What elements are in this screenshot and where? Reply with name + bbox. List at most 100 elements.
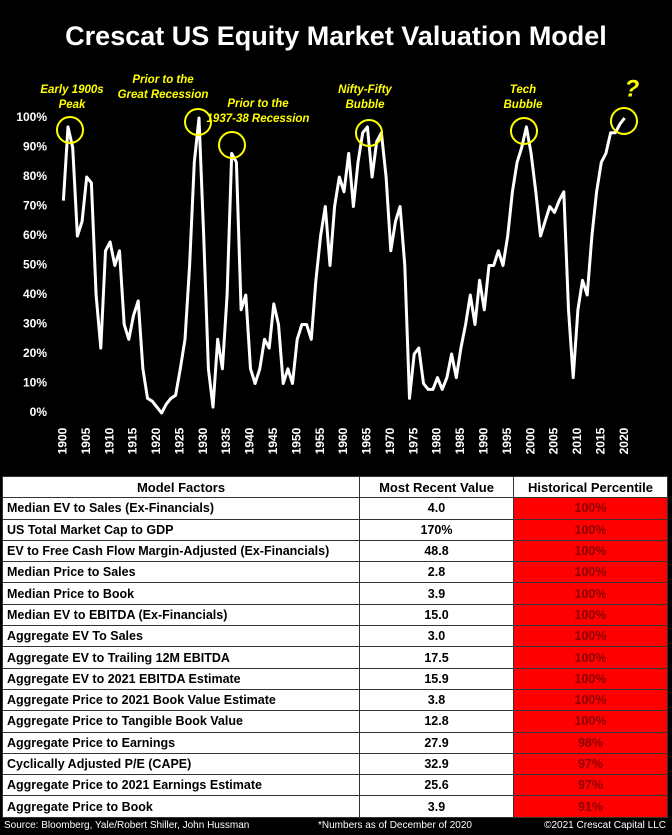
factor: Aggregate EV to Trailing 12M EBITDA [2, 646, 360, 669]
y-tick-label: 70% [23, 199, 47, 213]
annotation: Prior to the [132, 74, 194, 86]
factor: Aggregate Price to Tangible Book Value [2, 710, 360, 733]
factor: US Total Market Cap to GDP [2, 518, 360, 541]
y-tick-label: 80% [23, 169, 47, 183]
percentile: 100% [513, 667, 668, 690]
percentile: 100% [513, 688, 668, 712]
x-tick-label: 1930 [196, 427, 210, 454]
y-tick-label: 60% [23, 228, 47, 242]
copyright: ©2021 Crescat Capital LLC [544, 820, 666, 831]
recent-value: 25.6 [359, 774, 514, 797]
table-row: Aggregate Price to 2021 Earnings Estimat… [2, 774, 668, 797]
table-row: Median EV to EBITDA (Ex-Financials) 15.0 1… [2, 603, 668, 627]
annotation-circle [218, 131, 246, 159]
factor: Aggregate EV To Sales [2, 625, 360, 648]
table-row: US Total Market Cap to GDP 170% 100% [2, 518, 668, 541]
percentile: 100% [513, 518, 668, 541]
percentile: 91% [513, 795, 668, 818]
percentile: 100% [513, 603, 668, 627]
factor: Median EV to EBITDA (Ex-Financials) [2, 603, 360, 627]
x-tick-label: 1945 [266, 427, 280, 454]
percentile: 100% [513, 561, 668, 584]
table-row: Aggregate EV to Trailing 12M EBITDA 17.5 1… [2, 646, 668, 669]
annotation-circle [56, 116, 84, 144]
x-tick-label: 1975 [406, 427, 420, 454]
x-tick-label: 1980 [430, 427, 444, 454]
annotation: Early 1900s [40, 84, 103, 96]
factor: Aggregate Price to 2021 Book Value Estim… [2, 688, 360, 712]
recent-value: 3.9 [359, 582, 514, 605]
annotation-circle [184, 108, 212, 136]
y-tick-label: 20% [23, 346, 47, 360]
header-cell: Historical Percentile [513, 475, 668, 499]
recent-value: 3.9 [359, 795, 514, 818]
percentile: 97% [513, 774, 668, 797]
factor: Median EV to Sales (Ex-Financials) [2, 497, 360, 520]
recent-value: 3.0 [359, 625, 514, 648]
recent-value: 170% [359, 518, 514, 541]
y-tick-label: 30% [23, 317, 47, 331]
x-tick-label: 2010 [570, 427, 584, 454]
x-tick-label: 1970 [383, 427, 397, 454]
x-tick-label: 1905 [79, 427, 93, 454]
recent-value: 3.8 [359, 688, 514, 712]
recent-value: 12.8 [359, 710, 514, 733]
table-row: Median EV to Sales (Ex-Financials) 4.0 100… [2, 497, 668, 520]
note: *Numbers as of December of 2020 [318, 820, 472, 831]
factor-table: Model Factors Most Recent Value Historical… [2, 475, 668, 818]
x-tick-label: 1910 [102, 427, 116, 454]
header-row: Model Factors Most Recent Value Historical… [2, 475, 668, 499]
annotation-circle [355, 119, 383, 147]
table-row: Aggregate Price to Tangible Book Value 12… [2, 710, 668, 733]
y-tick-label: 0% [30, 405, 48, 419]
x-tick-label: 1995 [500, 427, 514, 454]
recent-value: 48.8 [359, 539, 514, 563]
percentile: 98% [513, 731, 668, 754]
factor: Aggregate Price to Earnings [2, 731, 360, 754]
x-tick-label: 2000 [523, 427, 537, 454]
percentile: 100% [513, 539, 668, 563]
annotation: 1937-38 Recession [207, 113, 310, 125]
table-row: Median Price to Book 3.9 100% [2, 582, 668, 605]
recent-value: 15.9 [359, 667, 514, 690]
recent-value: 15.0 [359, 603, 514, 627]
table-row: Aggregate Price to Book 3.9 91% [2, 795, 668, 818]
table-row: Cyclically Adjusted P/E (CAPE) 32.9 97% [2, 752, 668, 776]
x-tick-label: 2020 [617, 427, 631, 454]
title: Crescat US Equity Market Valuation Model [65, 21, 607, 51]
x-tick-label: 1965 [360, 427, 374, 454]
factor: Aggregate Price to 2021 Earnings Estimat… [2, 774, 360, 797]
annotation: Bubble [504, 99, 544, 111]
factor: Cyclically Adjusted P/E (CAPE) [2, 752, 360, 776]
header-cell: Most Recent Value [359, 475, 514, 499]
x-tick-label: 1950 [289, 427, 303, 454]
x-tick-label: 1960 [336, 427, 350, 454]
percentile: 97% [513, 752, 668, 776]
annotation-circle [510, 117, 538, 145]
factor: EV to Free Cash Flow Margin-Adjusted (Ex… [2, 539, 360, 563]
recent-value: 4.0 [359, 497, 514, 520]
percentile: 100% [513, 625, 668, 648]
percentile: 100% [513, 646, 668, 669]
annotation: Nifty-Fifty [338, 84, 392, 96]
x-tick-label: 1915 [126, 427, 140, 454]
y-tick-label: 40% [23, 287, 47, 301]
table-row: Aggregate EV To Sales 3.0 100% [2, 625, 668, 648]
table-row: Aggregate Price to 2021 Book Value Estim… [2, 688, 668, 712]
chart: Crescat US Equity Market Valuation Model… [16, 21, 639, 454]
table-row: Aggregate Price to Earnings 27.9 98% [2, 731, 668, 754]
recent-value: 2.8 [359, 561, 514, 584]
percentile: 100% [513, 710, 668, 733]
factor: Median Price to Sales [2, 561, 360, 584]
x-tick-label: 2015 [593, 427, 607, 454]
annotation: Tech [510, 84, 536, 96]
x-tick-label: 1935 [219, 427, 233, 454]
percentile: 100% [513, 497, 668, 520]
table-row: Median Price to Sales 2.8 100% [2, 561, 668, 584]
x-tick-label: 1955 [313, 427, 327, 454]
factor: Aggregate Price to Book [2, 795, 360, 818]
table-row: Aggregate EV to 2021 EBITDA Estimate 15.9… [2, 667, 668, 690]
x-tick-label: 1940 [243, 427, 257, 454]
x-tick-label: 1985 [453, 427, 467, 454]
